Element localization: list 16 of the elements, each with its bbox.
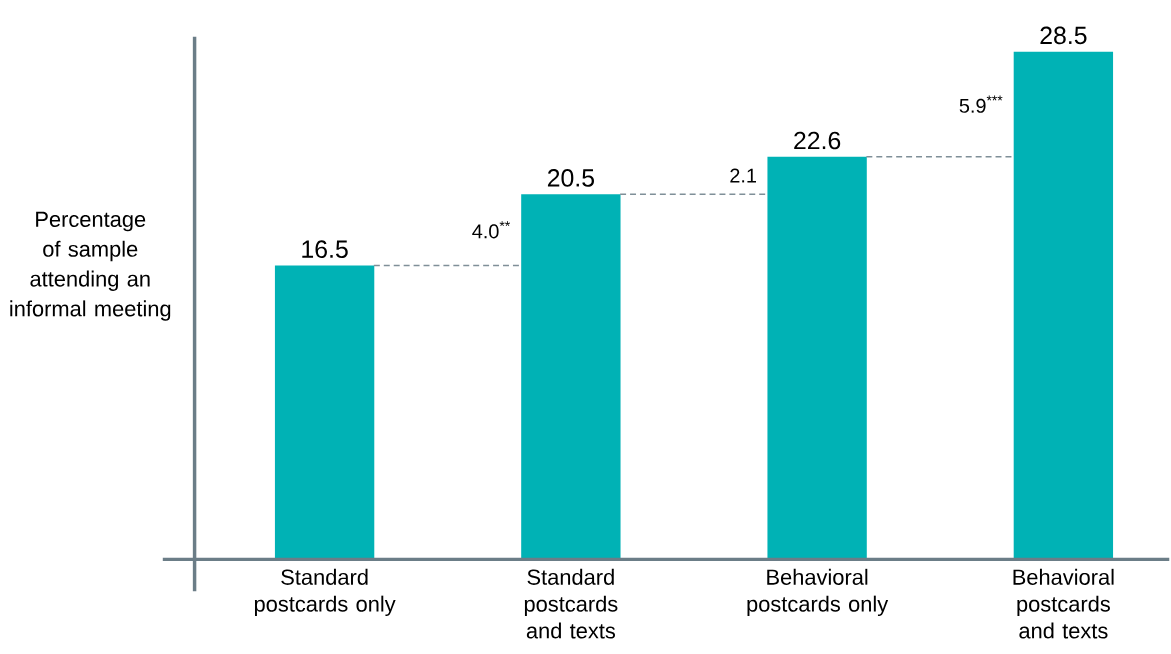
data-label: 16.5 [302,240,348,259]
annotation: 2.1 [730,168,756,183]
x-tick-label: Standard postcards and texts [524,568,618,639]
bar [1013,51,1114,560]
data-label: 28.5 [1040,26,1087,45]
annotation: 4.0$^{**}$ [472,221,511,239]
data-label: 20.5 [547,169,594,187]
y-axis-title: Percentage of sample attending an informal meeting [10,211,171,321]
bar [767,156,867,560]
data-label: 22.6 [794,131,841,150]
x-tick-label: Standard postcards only [254,568,396,617]
bar [274,265,375,560]
annotation: 5.9$^{***}$ [959,95,1003,113]
x-tick-label: Behavioral postcards and texts [1013,568,1114,639]
x-tick-label: Behavioral postcards only [747,568,889,617]
bar [521,194,621,560]
